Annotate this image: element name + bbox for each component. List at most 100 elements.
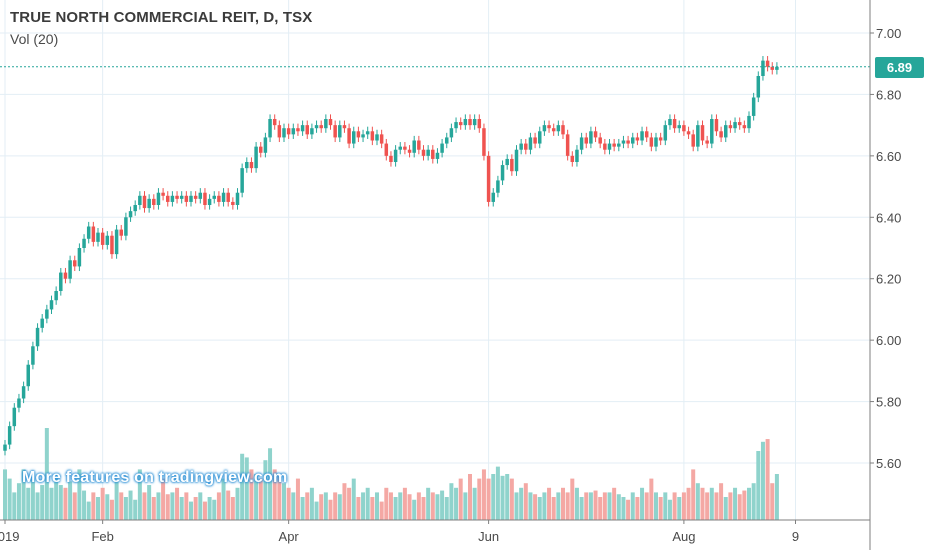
candle-body xyxy=(338,125,342,138)
volume-bar xyxy=(365,487,370,520)
volume-bar xyxy=(277,474,282,520)
x-tick-label: 2019 xyxy=(0,529,19,544)
candle-body xyxy=(156,192,161,205)
volume-bar xyxy=(658,497,663,520)
candle-body xyxy=(565,134,570,156)
volume-bar xyxy=(207,497,212,520)
candle-body xyxy=(179,195,184,199)
candle-body xyxy=(184,195,189,202)
volume-bar xyxy=(691,469,696,520)
volume-bar xyxy=(412,499,417,520)
candle-body xyxy=(644,131,649,138)
volume-bar xyxy=(77,469,82,520)
volume-bar xyxy=(649,478,654,520)
volume-bar xyxy=(533,494,538,520)
candle-body xyxy=(728,125,733,129)
y-tick-label: 7.00 xyxy=(876,26,901,41)
candle-body xyxy=(226,192,230,202)
candle-body xyxy=(379,134,384,144)
volume-bar xyxy=(747,487,751,520)
volume-bar xyxy=(681,492,686,520)
y-tick-label: 5.60 xyxy=(876,456,901,471)
volume-bar xyxy=(742,490,747,520)
candle-body xyxy=(426,149,430,156)
volume-bar xyxy=(393,497,398,520)
volume-bar xyxy=(705,492,710,520)
volume-bar xyxy=(421,497,426,520)
volume-bar xyxy=(351,478,356,520)
candle-body xyxy=(454,122,458,129)
volume-bar xyxy=(305,492,310,520)
candle-body xyxy=(765,60,770,67)
volume-bar xyxy=(12,492,17,520)
volume-bar xyxy=(472,487,477,520)
candle-body xyxy=(45,309,49,319)
candle-body xyxy=(751,97,756,116)
volume-bar xyxy=(161,478,166,520)
volume-bar xyxy=(244,457,249,520)
candle-body xyxy=(421,149,426,156)
candle-body xyxy=(161,192,165,196)
volume-bar xyxy=(184,492,189,520)
candle-body xyxy=(314,125,319,129)
candle-body xyxy=(393,149,398,162)
y-tick-label: 6.20 xyxy=(876,272,901,287)
volume-bar xyxy=(440,490,445,520)
volume-bar xyxy=(347,487,352,520)
tradingview-watermark-link[interactable]: More features on tradingview.com xyxy=(22,469,288,486)
volume-bar xyxy=(109,499,114,520)
volume-bar xyxy=(388,492,393,520)
volume-bar xyxy=(570,478,575,520)
x-tick-label: Feb xyxy=(91,529,113,544)
candle-body xyxy=(621,140,626,144)
candle-body xyxy=(538,131,542,144)
volume-bar xyxy=(179,497,184,520)
candle-body xyxy=(482,128,486,156)
volume-bar xyxy=(282,483,286,520)
volume-bar xyxy=(202,501,207,520)
volume-bar xyxy=(770,483,775,520)
candle-body xyxy=(170,195,175,202)
x-tick-label: Aug xyxy=(672,529,695,544)
volume-bar xyxy=(193,497,198,520)
volume-bar xyxy=(337,494,342,520)
volume-bar xyxy=(547,487,552,520)
candle-body xyxy=(579,137,584,150)
candle-body xyxy=(491,192,495,202)
candle-body xyxy=(575,149,579,162)
volume-bar xyxy=(579,497,584,520)
volume-bar xyxy=(602,492,607,520)
volume-bar xyxy=(519,487,524,520)
candle-body xyxy=(245,162,249,169)
volume-bar xyxy=(556,492,561,520)
candle-body xyxy=(40,318,44,328)
candle-body xyxy=(431,149,435,159)
volume-bar xyxy=(165,494,170,520)
candle-body xyxy=(640,131,644,141)
volume-bar xyxy=(621,497,626,520)
candle-body xyxy=(54,291,58,301)
volume-bar xyxy=(384,487,389,520)
candle-body xyxy=(631,137,635,144)
candle-body xyxy=(152,198,156,205)
candle-body xyxy=(254,146,258,169)
candle-body xyxy=(17,398,21,408)
candle-body xyxy=(268,119,272,138)
candle-body xyxy=(658,137,663,141)
candle-body xyxy=(310,128,314,135)
volume-bar xyxy=(137,469,142,520)
symbol-title[interactable]: TRUE NORTH COMMERCIAL REIT, D, TSX xyxy=(10,9,313,26)
candle-body xyxy=(524,143,528,150)
x-tick-label: Apr xyxy=(279,529,300,544)
candle-body xyxy=(361,134,365,138)
volume-indicator-label[interactable]: Vol (20) xyxy=(10,31,59,47)
candle-body xyxy=(449,128,454,138)
candle-body xyxy=(12,407,17,427)
volume-bar xyxy=(123,497,128,520)
volume-bar xyxy=(63,487,68,520)
volume-bar xyxy=(370,497,375,520)
candle-body xyxy=(668,119,672,126)
volume-bar xyxy=(626,499,631,520)
volume-bar xyxy=(514,492,519,520)
